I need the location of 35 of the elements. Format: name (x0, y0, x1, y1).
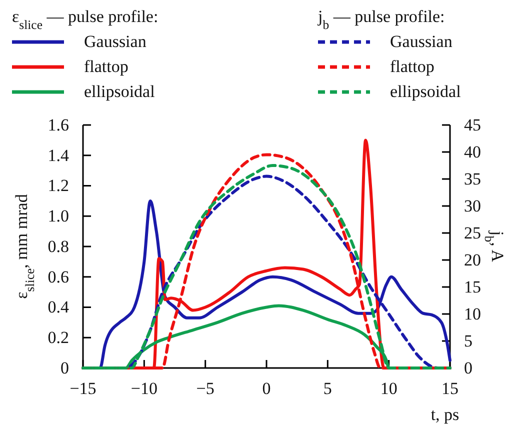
x-tick-label: −15 (70, 379, 96, 398)
y-tick-label: 0.2 (48, 328, 69, 348)
y-tick-label: 0.8 (48, 236, 69, 256)
legend-label: flattop (84, 57, 128, 76)
legend-label: Gaussian (390, 32, 453, 51)
text: ε$_{slice}$ — pulse profile: (12, 7, 158, 32)
legend-label: ellipsoidal (390, 82, 462, 101)
x-tick-label: 15 (442, 379, 458, 398)
y2-tick-label: 15 (464, 277, 481, 296)
legend-label: Gaussian (84, 32, 147, 51)
y2-tick-label: 30 (464, 196, 481, 216)
y2-tick-label: 35 (464, 169, 481, 188)
y2-tick-label: 45 (464, 115, 481, 134)
x-tick-label: 5 (323, 379, 332, 398)
y2-tick-label: 5 (464, 331, 472, 350)
y2-tick-label: 0 (464, 358, 472, 378)
y2-tick-label: 25 (464, 223, 481, 242)
y-tick-label: 1.6 (48, 115, 69, 134)
y2-tick-label: 20 (464, 250, 481, 270)
y-tick-label: 0 (60, 358, 69, 378)
x-tick-label: 0 (262, 379, 271, 398)
y-tick-label: 0.4 (48, 298, 70, 317)
legend-label: flattop (390, 57, 434, 76)
x-tick-label: −5 (196, 379, 214, 398)
legend-label: ellipsoidal (84, 82, 156, 101)
y-tick-label: 0.6 (48, 267, 69, 286)
y-tick-label: 1.2 (48, 176, 69, 196)
x-axis-title: t, ps (430, 405, 460, 424)
y-tick-label: 1.0 (48, 206, 69, 226)
y-tick-label: 1.4 (48, 146, 70, 165)
x-tick-label: −10 (130, 379, 158, 398)
y2-tick-label: 10 (464, 304, 481, 324)
text: j$_{b}$ — pulse profile: (317, 7, 445, 32)
x-tick-label: 10 (380, 379, 398, 398)
y2-tick-label: 40 (464, 142, 481, 162)
